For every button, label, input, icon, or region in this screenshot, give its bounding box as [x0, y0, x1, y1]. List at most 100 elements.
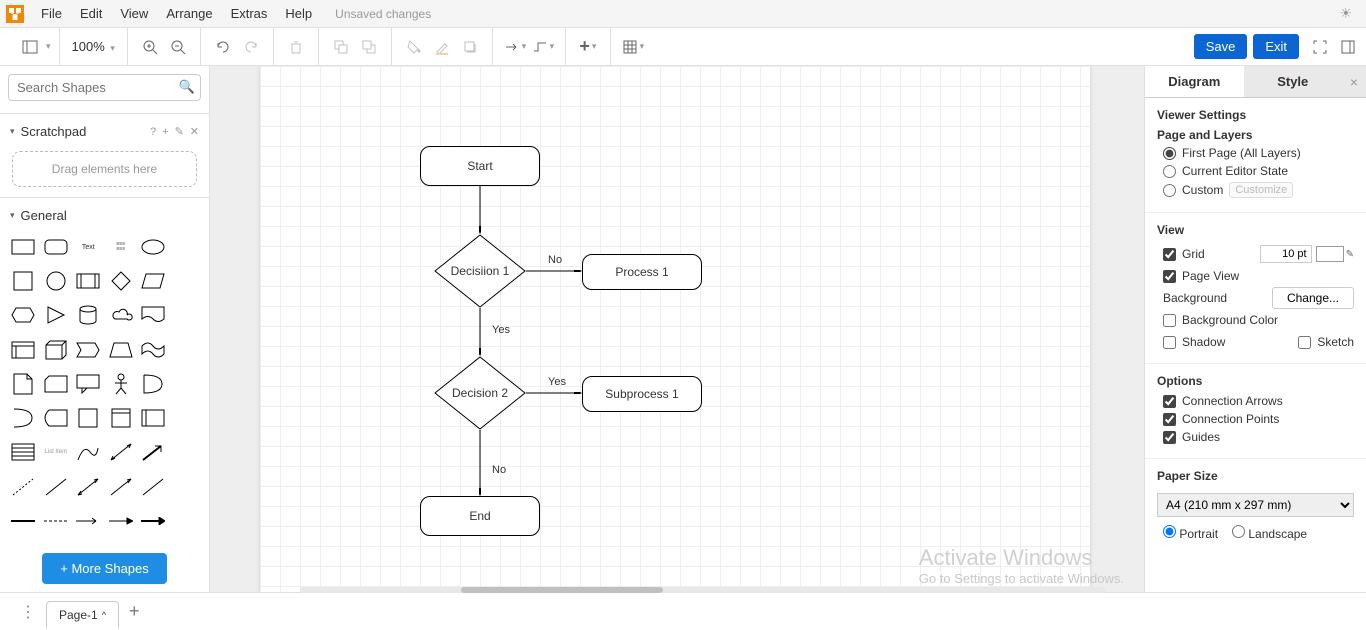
- check-grid[interactable]: Grid: [1163, 247, 1260, 261]
- shape-line[interactable]: [43, 475, 70, 499]
- radio-editor-state[interactable]: Current Editor State: [1163, 164, 1354, 178]
- scratchpad-dropzone[interactable]: Drag elements here: [12, 151, 197, 187]
- shape-harrow1[interactable]: [75, 509, 102, 533]
- app-icon[interactable]: [6, 5, 24, 23]
- zoom-in-icon[interactable]: [138, 35, 162, 59]
- shape-curve[interactable]: [75, 440, 102, 464]
- menu-edit[interactable]: Edit: [71, 3, 111, 24]
- menu-view[interactable]: View: [111, 3, 157, 24]
- shape-callout[interactable]: [75, 372, 102, 396]
- page-tab[interactable]: Page-1^: [46, 601, 119, 628]
- delete-icon[interactable]: [284, 35, 308, 59]
- fullscreen-icon[interactable]: [1310, 37, 1330, 57]
- help-icon[interactable]: ?: [150, 126, 156, 138]
- insert-icon[interactable]: +▾: [576, 35, 600, 59]
- menu-file[interactable]: File: [32, 3, 71, 24]
- shape-text[interactable]: Text: [75, 235, 102, 259]
- table-icon[interactable]: ▾: [621, 35, 645, 59]
- panel-close-icon[interactable]: ×: [1342, 66, 1366, 98]
- pages-menu-icon[interactable]: ⋮: [10, 602, 46, 622]
- radio-custom[interactable]: CustomCustomize: [1163, 182, 1354, 198]
- zoom-level[interactable]: 100% ▾: [68, 39, 119, 54]
- node-subprocess1[interactable]: Subprocess 1: [582, 376, 702, 412]
- shape-hline-dash[interactable]: [43, 509, 70, 533]
- radio-landscape[interactable]: Landscape: [1232, 525, 1307, 541]
- shape-blank5[interactable]: [173, 372, 200, 396]
- shape-hline-thick[interactable]: [10, 509, 37, 533]
- scratchpad-header[interactable]: ▾ Scratchpad ? + ✎ ✕: [0, 118, 209, 145]
- redo-icon[interactable]: [239, 35, 263, 59]
- shape-cloud[interactable]: [108, 303, 135, 327]
- shape-blank6[interactable]: [173, 406, 200, 430]
- check-shadow[interactable]: Shadow: [1163, 335, 1292, 349]
- shape-or[interactable]: [140, 372, 167, 396]
- node-decision2[interactable]: Decision 2: [434, 356, 526, 430]
- search-icon[interactable]: 🔍: [179, 79, 195, 95]
- shape-ellipse[interactable]: [140, 235, 167, 259]
- shape-blank8[interactable]: [173, 475, 200, 499]
- shape-bidir[interactable]: [108, 440, 135, 464]
- shape-diamond[interactable]: [108, 269, 135, 293]
- shape-and[interactable]: [10, 406, 37, 430]
- waypoints-icon[interactable]: ▾: [531, 35, 555, 59]
- search-shapes[interactable]: 🔍: [8, 74, 201, 101]
- paper-size-select[interactable]: A4 (210 mm x 297 mm): [1157, 493, 1354, 517]
- line-color-icon[interactable]: [430, 35, 454, 59]
- node-start[interactable]: Start: [420, 146, 540, 186]
- canvas[interactable]: Start Decisiion 1 No Process 1 Yes: [210, 66, 1144, 592]
- shape-harrow2[interactable]: [108, 509, 135, 533]
- radio-first-page[interactable]: First Page (All Layers): [1163, 146, 1354, 160]
- shape-hexagon[interactable]: [10, 303, 37, 327]
- shape-card[interactable]: [43, 372, 70, 396]
- sidebar-toggle-icon[interactable]: [18, 35, 42, 59]
- shape-triangle[interactable]: [43, 303, 70, 327]
- shape-dashed[interactable]: [10, 475, 37, 499]
- shape-harrow3[interactable]: [140, 509, 167, 533]
- radio-portrait[interactable]: Portrait: [1163, 525, 1218, 541]
- shape-blank[interactable]: [173, 235, 200, 259]
- theme-icon[interactable]: ☀: [1329, 1, 1362, 26]
- menu-arrange[interactable]: Arrange: [157, 3, 221, 24]
- shape-arrow[interactable]: [140, 440, 167, 464]
- close-icon[interactable]: ✕: [190, 125, 199, 138]
- shape-trap[interactable]: [108, 338, 135, 362]
- shape-rect[interactable]: [10, 235, 37, 259]
- shape-list[interactable]: [10, 440, 37, 464]
- shape-document[interactable]: [140, 303, 167, 327]
- check-page-view[interactable]: Page View: [1163, 269, 1354, 283]
- shape-blank9[interactable]: [173, 509, 200, 533]
- fill-icon[interactable]: [402, 35, 426, 59]
- shape-rounded[interactable]: [43, 235, 70, 259]
- check-conn-arrows[interactable]: Connection Arrows: [1163, 394, 1354, 408]
- shape-dirline[interactable]: [108, 475, 135, 499]
- shape-blank2[interactable]: [173, 269, 200, 293]
- change-button[interactable]: Change...: [1272, 287, 1354, 309]
- shape-step[interactable]: [75, 338, 102, 362]
- zoom-out-icon[interactable]: [166, 35, 190, 59]
- format-panel-icon[interactable]: [1338, 37, 1358, 57]
- to-front-icon[interactable]: [329, 35, 353, 59]
- grid-color-swatch[interactable]: [1316, 246, 1344, 262]
- shape-listitem[interactable]: List Item: [43, 440, 70, 464]
- general-header[interactable]: ▾ General: [0, 202, 209, 229]
- node-end[interactable]: End: [420, 496, 540, 536]
- shape-tape[interactable]: [140, 338, 167, 362]
- check-guides[interactable]: Guides: [1163, 430, 1354, 444]
- menu-extras[interactable]: Extras: [222, 3, 277, 24]
- check-sketch[interactable]: Sketch: [1298, 335, 1354, 349]
- tab-diagram[interactable]: Diagram: [1145, 66, 1244, 98]
- pencil-icon[interactable]: ✎: [1346, 249, 1354, 260]
- to-back-icon[interactable]: [357, 35, 381, 59]
- search-input[interactable]: [8, 74, 201, 101]
- shadow-icon[interactable]: [458, 35, 482, 59]
- tab-style[interactable]: Style: [1244, 66, 1343, 98]
- shape-note[interactable]: [10, 372, 37, 396]
- node-process1[interactable]: Process 1: [582, 254, 702, 290]
- shape-datastore[interactable]: [43, 406, 70, 430]
- shape-actor[interactable]: [108, 372, 135, 396]
- shape-parallel[interactable]: [140, 269, 167, 293]
- check-bg-color[interactable]: Background Color: [1163, 313, 1354, 327]
- shape-frame[interactable]: [108, 406, 135, 430]
- shape-blank4[interactable]: [173, 338, 200, 362]
- shape-hcontainer[interactable]: [140, 406, 167, 430]
